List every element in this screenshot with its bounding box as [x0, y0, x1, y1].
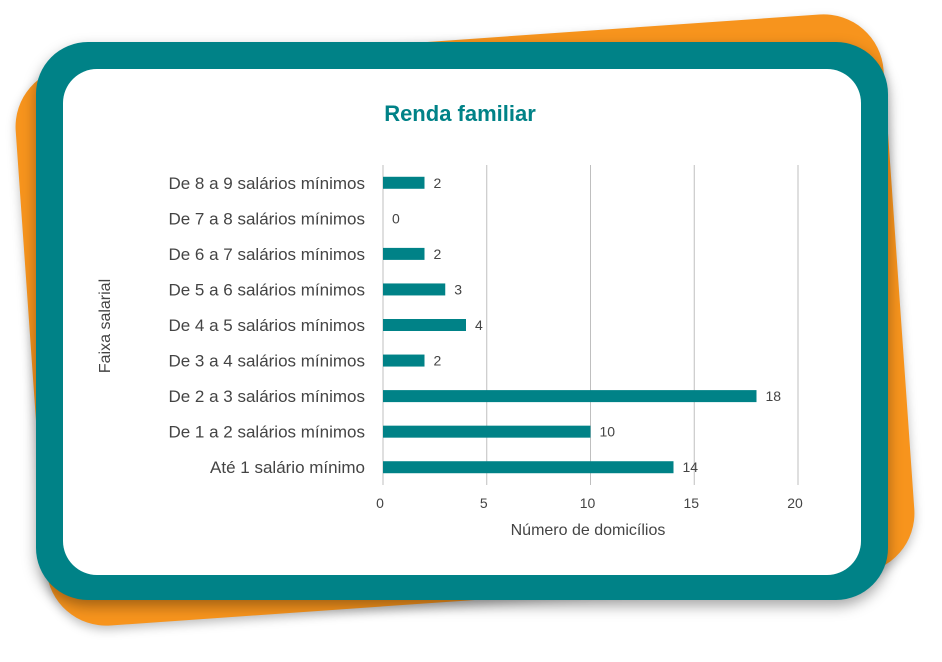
category-label: De 4 a 5 salários mínimos — [168, 316, 365, 335]
category-labels: Até 1 salário mínimo De 1 a 2 salários mí… — [168, 174, 365, 477]
x-tick-label: 15 — [683, 495, 699, 511]
data-label: 10 — [600, 424, 616, 440]
category-label: De 2 a 3 salários mínimos — [168, 387, 365, 406]
bar — [383, 319, 466, 331]
data-label: 0 — [392, 210, 400, 226]
bar — [383, 247, 425, 260]
x-tick-label: 0 — [376, 495, 384, 511]
x-tick-label: 20 — [787, 495, 803, 511]
y-axis-title: Faixa salarial — [97, 279, 114, 373]
data-label: 14 — [683, 459, 699, 475]
data-label: 2 — [434, 246, 442, 262]
x-tick-label: 10 — [580, 495, 596, 511]
category-label: De 1 a 2 salários mínimos — [168, 423, 365, 442]
data-label: 2 — [434, 175, 442, 191]
bar — [383, 390, 757, 403]
x-tick-label: 5 — [480, 495, 488, 511]
category-label: De 6 a 7 salários mínimos — [168, 245, 365, 264]
x-axis-title: Número de domicílios — [511, 522, 666, 539]
category-label: De 7 a 8 salários mínimos — [168, 209, 365, 228]
bar — [383, 283, 446, 296]
data-label: 4 — [475, 317, 483, 333]
x-tick-labels: 0 5 10 15 20 — [376, 495, 803, 511]
data-label: 18 — [766, 388, 782, 404]
bars — [383, 176, 757, 474]
data-labels: 14 10 18 2 4 3 2 0 2 — [392, 175, 781, 475]
category-label: Até 1 salário mínimo — [210, 458, 365, 477]
category-label: De 3 a 4 salários mínimos — [168, 352, 365, 371]
bar — [383, 425, 591, 438]
category-label: De 8 a 9 salários mínimos — [168, 174, 365, 193]
chart-title: Renda familiar — [384, 101, 536, 126]
data-label: 3 — [454, 281, 462, 297]
bar — [383, 176, 425, 189]
category-label: De 5 a 6 salários mínimos — [168, 280, 365, 299]
data-label: 2 — [434, 353, 442, 369]
bar — [383, 354, 425, 367]
bar — [383, 461, 674, 474]
